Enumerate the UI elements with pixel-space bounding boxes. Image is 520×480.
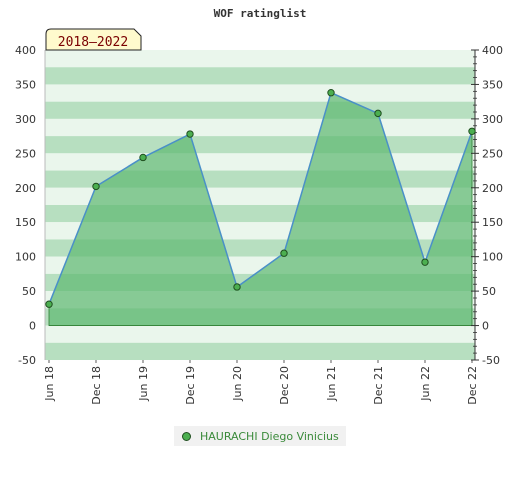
data-point[interactable] — [468, 127, 476, 135]
y-tick-label-right: 400 — [482, 44, 503, 57]
x-tick-label: Jun 19 — [137, 366, 150, 402]
y-tick-label-right: 350 — [482, 78, 503, 91]
y-tick-label-left: 250 — [15, 147, 36, 160]
y-axis-left: -50 0 50 100 150 200 250 300 350 400 — [15, 44, 36, 367]
series-line — [48, 91, 473, 305]
x-tick-label: Dec 22 — [466, 366, 479, 405]
y-tick-label-right: 0 — [482, 320, 489, 333]
data-point[interactable] — [92, 182, 100, 191]
data-point[interactable] — [327, 89, 335, 97]
grid-band — [45, 101, 475, 119]
y-tick-label-right: 150 — [482, 216, 503, 229]
y-tick-label-left: 350 — [15, 78, 36, 91]
x-tick-label: Dec 21 — [372, 366, 385, 405]
legend: HAURACHI Diego Vinicius — [174, 426, 346, 446]
data-point[interactable] — [45, 300, 53, 308]
x-tick-label: Dec 18 — [90, 366, 103, 405]
data-point[interactable] — [421, 258, 429, 266]
y-tick-label-left: 400 — [15, 44, 36, 57]
series-markers[interactable] — [45, 89, 476, 308]
y-tick-label-left: -50 — [18, 354, 36, 367]
y-tick-label-left: 150 — [15, 216, 36, 229]
grid-band — [45, 67, 475, 85]
grid-band — [45, 153, 475, 171]
y-tick-label-right: -50 — [482, 354, 500, 367]
year-range-label: 2018–2022 — [58, 35, 128, 50]
grid-band — [45, 325, 475, 343]
year-range-badge: 2018–2022 — [45, 28, 142, 51]
x-axis: Jun 18 Dec 18 Jun 19 Dec 19 Jun 20 Dec 20 Jun … — [43, 360, 479, 405]
y-tick-label-right: 300 — [482, 113, 503, 126]
y-axis-right: -50 0 50 100 150 200 250 300 350 400 — [471, 44, 503, 367]
grid-band — [45, 136, 475, 154]
x-tick-label: Jun 20 — [231, 366, 244, 402]
x-tick-label: Jun 21 — [325, 366, 338, 402]
x-tick-label: Jun 18 — [43, 366, 56, 402]
y-tick-label-right: 250 — [482, 147, 503, 160]
grid-band — [45, 118, 475, 137]
y-tick-label-left: 0 — [29, 320, 36, 333]
data-point[interactable] — [139, 153, 147, 162]
legend-marker — [182, 431, 191, 441]
legend-label: HAURACHI Diego Vinicius — [200, 429, 339, 443]
data-point[interactable] — [186, 130, 194, 138]
x-tick-label: Jun 22 — [419, 366, 432, 402]
grid-band — [45, 84, 475, 102]
x-tick-label: Dec 19 — [184, 366, 197, 405]
grid-band — [45, 50, 475, 68]
y-tick-label-left: 100 — [15, 251, 36, 264]
y-tick-label-right: 200 — [482, 182, 503, 195]
x-tick-label: Dec 20 — [278, 366, 291, 405]
data-point[interactable] — [374, 109, 382, 118]
y-tick-label-right: 100 — [482, 251, 503, 264]
data-point[interactable] — [280, 249, 288, 257]
grid-band — [45, 342, 475, 360]
axes — [44, 50, 476, 360]
y-tick-label-left: 300 — [15, 113, 36, 126]
data-point[interactable] — [233, 283, 241, 291]
y-tick-label-right: 50 — [482, 285, 496, 298]
y-tick-label-left: 200 — [15, 182, 36, 195]
y-tick-label-left: 50 — [22, 285, 36, 298]
chart-title: WOF ratinglist — [214, 7, 307, 20]
